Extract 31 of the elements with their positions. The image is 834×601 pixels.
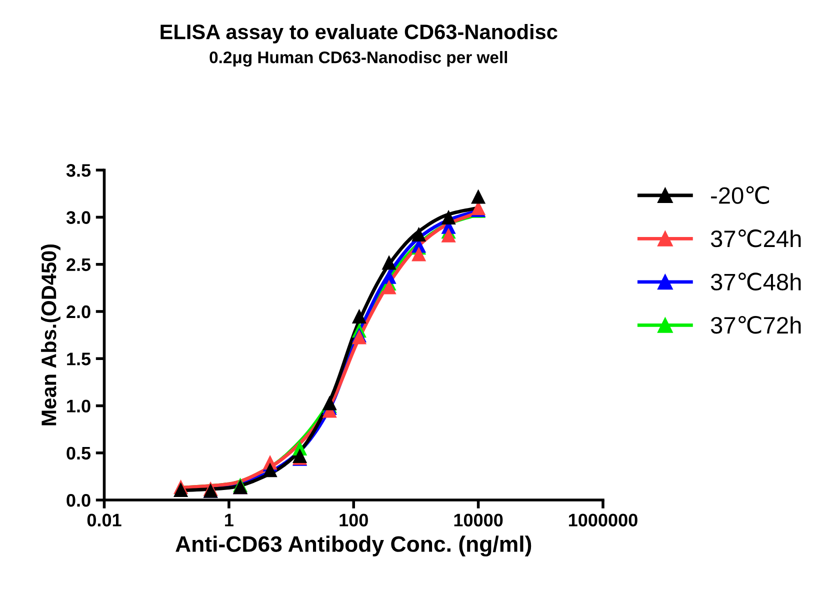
legend-label: 37℃48h — [710, 272, 801, 291]
legend-label: -20℃ — [711, 186, 770, 204]
x-axis-title: Anti-CD63 Antibody Conc. (ng/ml) — [176, 536, 532, 556]
point — [471, 189, 486, 204]
y-tick-label: 2.0 — [66, 305, 90, 318]
point — [382, 280, 396, 294]
x-tick-label: 100 — [340, 514, 368, 526]
point — [262, 462, 278, 478]
y-tick-label: 3.5 — [66, 164, 91, 177]
y-tick-label: 0.5 — [66, 446, 91, 460]
point — [441, 210, 456, 224]
x-tick-label: 10000 — [454, 514, 503, 526]
chart-subtitle: 0.2μg Human CD63-Nanodisc per well — [210, 51, 508, 67]
point — [441, 228, 456, 242]
point — [412, 226, 426, 242]
y-tick-label: 0.0 — [66, 494, 90, 507]
x-tick-label: 1 — [225, 514, 234, 526]
y-axis-title: Mean Abs.(OD450) — [40, 244, 60, 426]
chart-title: ELISA assay to evaluate CD63-Nanodisc — [160, 24, 558, 44]
y-tick-label: 3.0 — [66, 211, 90, 224]
point — [412, 246, 426, 262]
y-tick-label: 1.0 — [67, 400, 90, 412]
point — [382, 255, 396, 270]
point — [322, 396, 337, 410]
legend-label: 37℃24h — [710, 229, 801, 248]
y-tick-label: 2.5 — [66, 258, 91, 272]
x-tick-label: 1000000 — [568, 514, 638, 526]
legend-label: 37℃72h — [710, 316, 801, 334]
y-tick-label: 1.5 — [67, 352, 91, 366]
point — [352, 308, 367, 324]
x-tick-label: 0.01 — [87, 514, 122, 526]
